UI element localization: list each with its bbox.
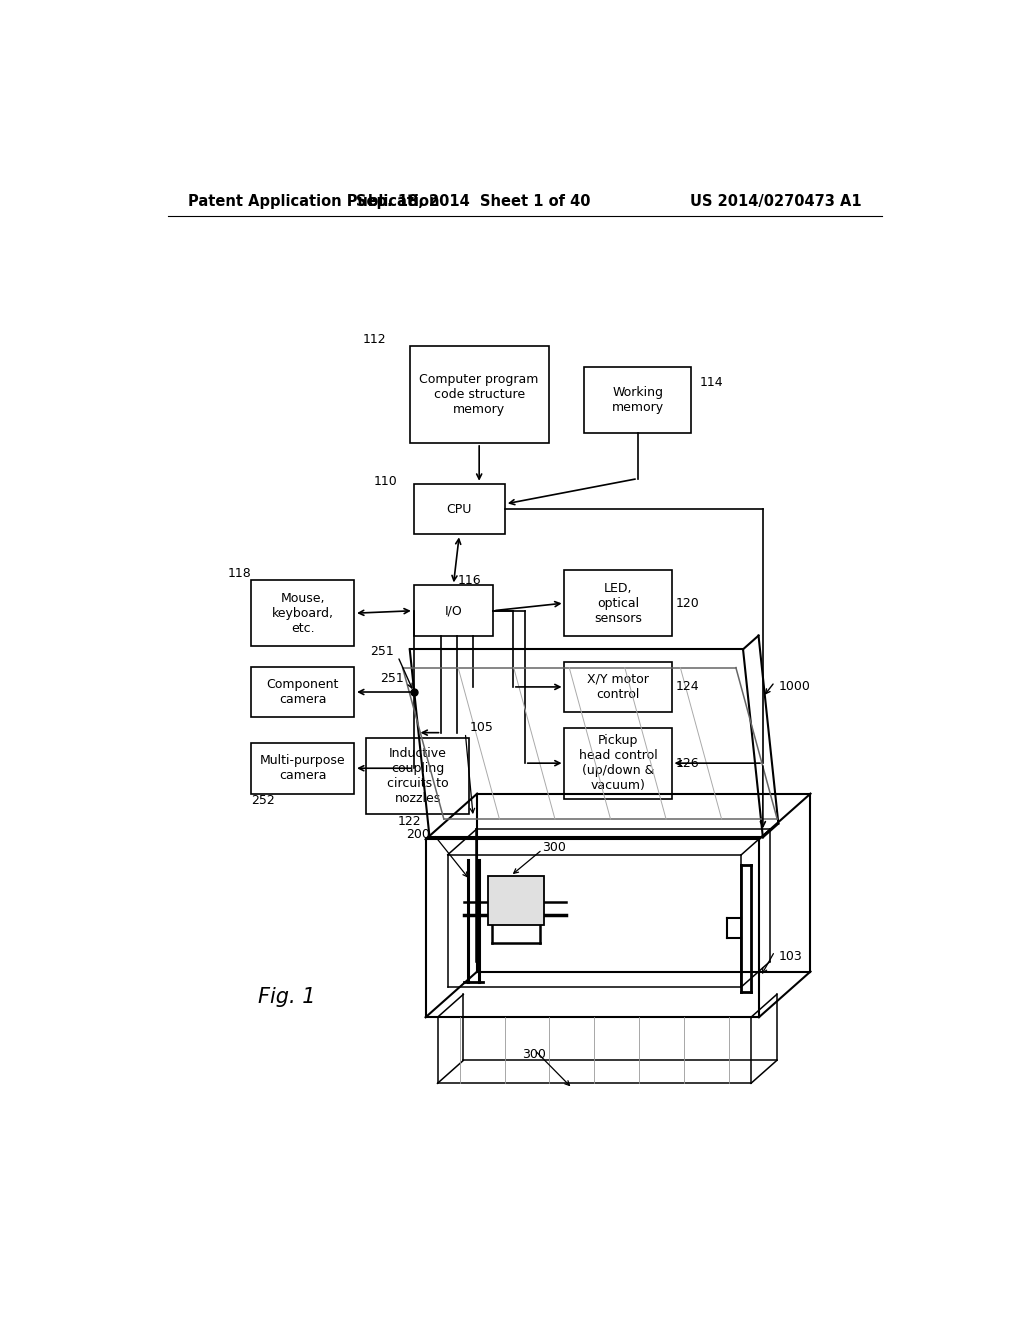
Text: 120: 120	[676, 597, 699, 610]
Text: 126: 126	[676, 756, 699, 770]
FancyBboxPatch shape	[414, 585, 494, 636]
Text: Computer program
code structure
memory: Computer program code structure memory	[420, 374, 539, 416]
FancyBboxPatch shape	[410, 346, 549, 444]
Text: 122: 122	[398, 814, 422, 828]
Text: Fig. 1: Fig. 1	[258, 987, 315, 1007]
Text: 118: 118	[227, 566, 251, 579]
Text: 300: 300	[543, 841, 566, 854]
Text: 103: 103	[778, 950, 803, 962]
Text: 110: 110	[374, 475, 397, 488]
FancyBboxPatch shape	[251, 667, 354, 718]
FancyBboxPatch shape	[251, 743, 354, 793]
Text: Inductive
coupling
circuits to
nozzles: Inductive coupling circuits to nozzles	[387, 747, 449, 805]
Text: Working
memory: Working memory	[611, 385, 664, 413]
Text: 116: 116	[458, 574, 481, 586]
Text: Patent Application Publication: Patent Application Publication	[187, 194, 439, 209]
FancyBboxPatch shape	[251, 581, 354, 647]
Text: 300: 300	[522, 1048, 546, 1061]
Text: Sep. 18, 2014  Sheet 1 of 40: Sep. 18, 2014 Sheet 1 of 40	[356, 194, 591, 209]
FancyBboxPatch shape	[564, 570, 672, 636]
Text: Multi-purpose
camera: Multi-purpose camera	[260, 754, 345, 783]
Text: 251: 251	[380, 672, 404, 685]
Text: 252: 252	[251, 795, 274, 808]
Text: 200: 200	[406, 828, 430, 841]
Text: Component
camera: Component camera	[266, 678, 339, 706]
Text: 124: 124	[676, 680, 699, 693]
Text: I/O: I/O	[444, 605, 462, 618]
Text: 105: 105	[469, 721, 494, 734]
Text: 1000: 1000	[778, 680, 811, 693]
FancyBboxPatch shape	[367, 738, 469, 814]
Text: LED,
optical
sensors: LED, optical sensors	[594, 582, 642, 624]
FancyBboxPatch shape	[585, 367, 691, 433]
Text: Pickup
head control
(up/down &
vacuum): Pickup head control (up/down & vacuum)	[579, 734, 657, 792]
Text: X/Y motor
control: X/Y motor control	[587, 673, 649, 701]
Text: 112: 112	[362, 333, 386, 346]
Text: US 2014/0270473 A1: US 2014/0270473 A1	[690, 194, 862, 209]
FancyBboxPatch shape	[414, 483, 505, 535]
Text: CPU: CPU	[446, 503, 472, 516]
FancyBboxPatch shape	[564, 661, 672, 713]
Text: 251: 251	[370, 645, 394, 657]
Text: Mouse,
keyboard,
etc.: Mouse, keyboard, etc.	[271, 591, 334, 635]
FancyBboxPatch shape	[564, 727, 672, 799]
FancyBboxPatch shape	[488, 876, 544, 925]
Text: 114: 114	[699, 375, 723, 388]
